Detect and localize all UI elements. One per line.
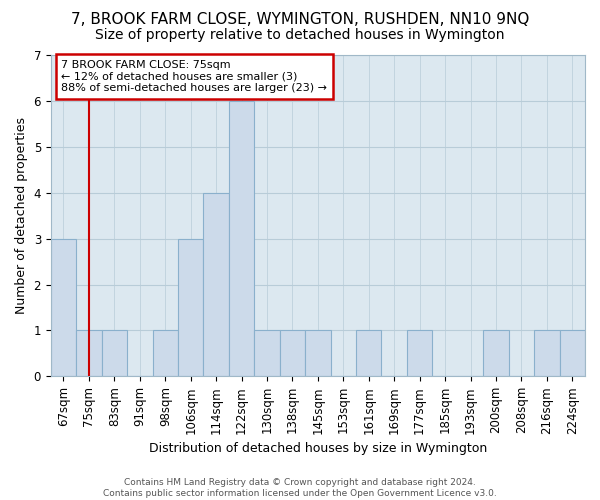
Bar [203, 192, 229, 376]
Bar [152, 330, 178, 376]
Bar [254, 330, 280, 376]
Bar [356, 330, 382, 376]
Bar [51, 238, 76, 376]
Text: 7, BROOK FARM CLOSE, WYMINGTON, RUSHDEN, NN10 9NQ: 7, BROOK FARM CLOSE, WYMINGTON, RUSHDEN,… [71, 12, 529, 28]
Text: 7 BROOK FARM CLOSE: 75sqm
← 12% of detached houses are smaller (3)
88% of semi-d: 7 BROOK FARM CLOSE: 75sqm ← 12% of detac… [61, 60, 328, 93]
Y-axis label: Number of detached properties: Number of detached properties [15, 117, 28, 314]
Bar [178, 238, 203, 376]
Text: Contains HM Land Registry data © Crown copyright and database right 2024.
Contai: Contains HM Land Registry data © Crown c… [103, 478, 497, 498]
Bar [560, 330, 585, 376]
Bar [229, 101, 254, 376]
Bar [101, 330, 127, 376]
Bar [483, 330, 509, 376]
Bar [534, 330, 560, 376]
Text: Size of property relative to detached houses in Wymington: Size of property relative to detached ho… [95, 28, 505, 42]
X-axis label: Distribution of detached houses by size in Wymington: Distribution of detached houses by size … [149, 442, 487, 455]
Bar [407, 330, 433, 376]
Bar [76, 330, 101, 376]
Bar [305, 330, 331, 376]
Bar [280, 330, 305, 376]
